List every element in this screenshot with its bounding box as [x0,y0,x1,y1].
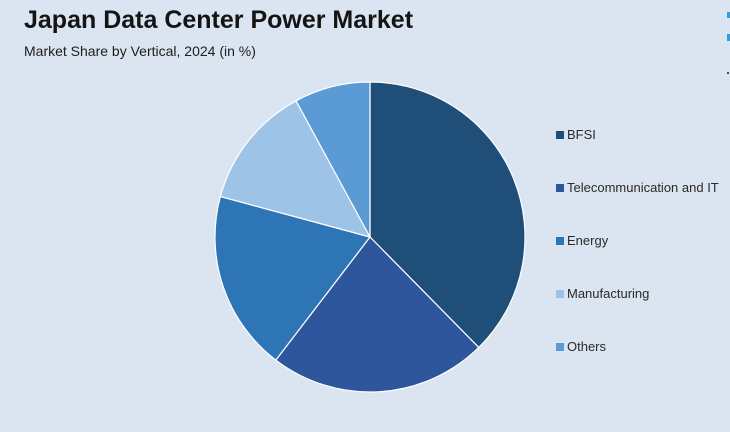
chart-title: Japan Data Center Power Market [24,6,414,34]
legend-item: Others [556,339,730,392]
legend-swatch [556,131,564,139]
legend-swatch [556,290,564,298]
legend-label: Manufacturing [567,286,650,301]
edge-accent-mark [727,12,730,18]
legend-item: BFSI [556,127,730,180]
legend-label: Telecommunication and IT [567,180,719,195]
edge-dot [727,72,729,74]
pie-slice-telecommunication-and-it [274,236,480,393]
edge-accent-mark [727,34,730,41]
pie-slice-manufacturing [219,99,372,238]
pie-slices [214,81,526,393]
legend-swatch [556,343,564,351]
pie-slice-energy [214,195,372,361]
legend-item: Energy [556,233,730,286]
legend-swatch [556,237,564,245]
chart-legend: BFSI Telecommunication and IT Energy Manufa… [556,127,730,392]
legend-item: Manufacturing [556,286,730,339]
chart-subtitle: Market Share by Vertical, 2024 (in %) [24,43,256,59]
pie-slice-others [295,81,371,238]
legend-label: Others [567,339,607,354]
legend-swatch [556,184,564,192]
legend-item: Telecommunication and IT [556,180,730,233]
legend-label: BFSI [567,127,596,142]
pie-slice-bfsi [369,81,526,349]
legend-label: Energy [567,233,609,248]
